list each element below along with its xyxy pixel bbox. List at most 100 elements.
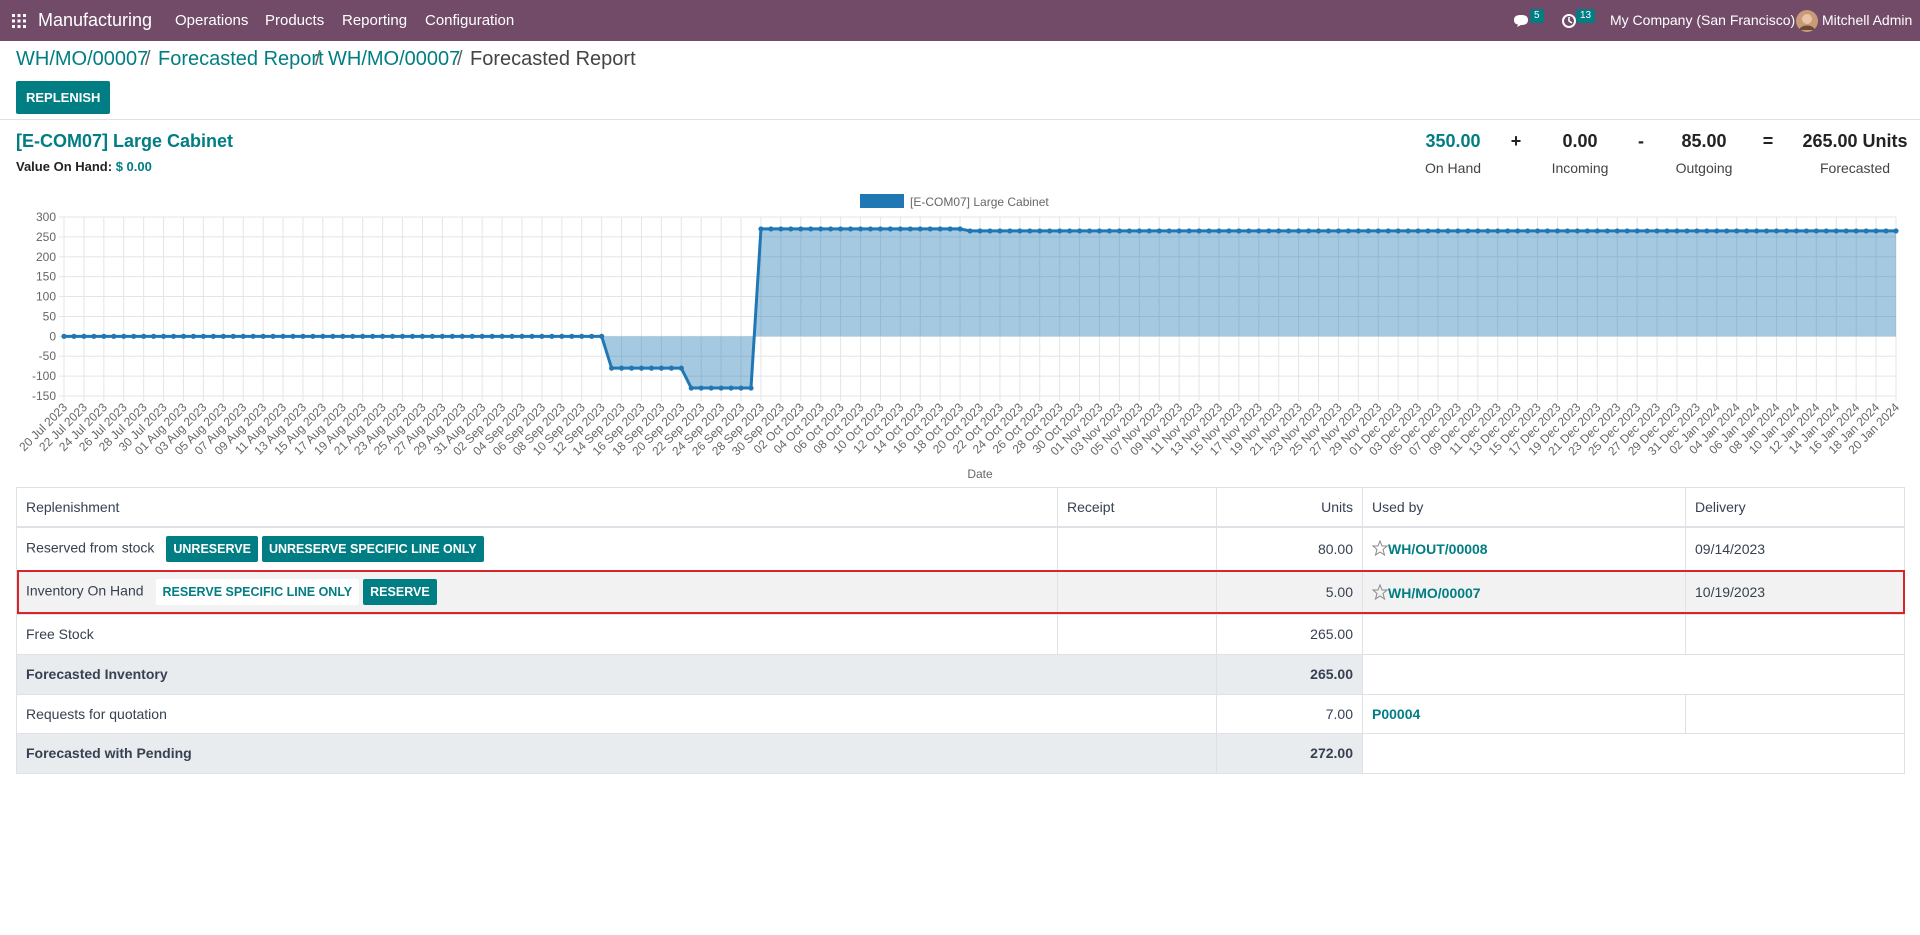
company[interactable]: My Company (San Francisco) — [1610, 12, 1796, 28]
point — [1624, 228, 1630, 234]
point — [1734, 228, 1740, 234]
rfq-link[interactable]: P00004 — [1372, 705, 1421, 722]
point — [549, 333, 555, 339]
row-button[interactable]: RESERVE — [363, 579, 437, 605]
point — [569, 333, 575, 339]
used-by-link[interactable]: WH/OUT/00008 — [1388, 541, 1488, 558]
point — [141, 333, 147, 339]
point — [1146, 228, 1152, 234]
point — [1296, 228, 1302, 234]
point — [1803, 228, 1809, 234]
point — [180, 333, 187, 339]
point — [210, 333, 216, 339]
menu-item[interactable]: Configuration — [425, 12, 515, 29]
point — [867, 226, 874, 232]
point — [648, 365, 655, 371]
summary-value: 0.00 — [1562, 131, 1598, 151]
point — [947, 226, 953, 232]
point — [977, 228, 983, 234]
summary-value: 350.00 — [1425, 131, 1481, 151]
product-name[interactable]: [E-COM07] Large Cabinet — [16, 131, 234, 151]
point — [1674, 228, 1680, 234]
used-by-link[interactable]: WH/MO/00007 — [1388, 584, 1481, 601]
menu-item[interactable]: Reporting — [342, 12, 408, 29]
point — [91, 333, 97, 339]
value-label: Value On Hand: — [16, 159, 113, 174]
point — [220, 333, 226, 339]
user-name[interactable]: Mitchell Admin — [1822, 12, 1913, 28]
point — [111, 333, 117, 339]
cell — [1362, 732, 1905, 774]
replenish-button[interactable]: REPLENISH — [16, 81, 111, 114]
point — [897, 226, 903, 232]
cell — [1362, 613, 1686, 655]
point — [1276, 228, 1282, 234]
breadcrumb[interactable]: WH/MO/00007 — [328, 48, 461, 70]
point — [200, 333, 206, 339]
activities-badge: 13 — [1576, 9, 1596, 23]
point — [1445, 228, 1451, 234]
point — [1465, 228, 1471, 234]
menu-item[interactable]: Operations — [175, 12, 249, 29]
point — [1783, 228, 1790, 234]
point — [1544, 228, 1551, 234]
point — [1156, 228, 1162, 234]
point — [499, 333, 505, 339]
point — [1136, 228, 1142, 234]
point — [688, 385, 694, 391]
y-tick-label: 300 — [36, 210, 56, 224]
point — [1554, 228, 1561, 234]
point — [1186, 228, 1192, 234]
cell — [1057, 569, 1217, 615]
row-label: Reserved from stock — [26, 539, 155, 556]
point — [429, 333, 435, 339]
messages-icon[interactable] — [1513, 14, 1529, 28]
point — [1525, 228, 1531, 234]
point — [270, 333, 276, 339]
row-button[interactable]: RESERVE SPECIFIC LINE ONLY — [155, 579, 360, 605]
point — [738, 385, 744, 391]
avatar[interactable] — [1796, 10, 1818, 32]
point — [1684, 228, 1690, 234]
star-icon[interactable] — [1371, 539, 1389, 557]
cell: P00004 — [1362, 693, 1686, 734]
value-amount: $ 0.00 — [115, 159, 152, 174]
y-tick-label: -150 — [32, 389, 56, 403]
replenishment-table: Replenishment Receipt Units Used by Deli… — [16, 487, 1905, 774]
point — [489, 333, 495, 339]
point — [1415, 228, 1421, 234]
point — [380, 333, 386, 339]
point — [479, 333, 485, 339]
column-header: Replenishment — [16, 487, 1058, 528]
point — [907, 226, 913, 232]
summary-operator: - — [1638, 131, 1644, 151]
activities-icon[interactable] — [1561, 13, 1577, 29]
y-tick-label: 100 — [36, 290, 56, 304]
point — [260, 333, 266, 339]
point — [1266, 228, 1272, 234]
apps-icon[interactable] — [12, 14, 26, 28]
point — [1206, 228, 1212, 234]
breadcrumb[interactable]: WH/MO/00007 — [16, 48, 149, 70]
point — [1744, 228, 1750, 234]
point — [1475, 228, 1481, 234]
row-button[interactable]: UNRESERVE — [166, 535, 258, 562]
y-tick-label: 150 — [36, 270, 56, 284]
menu-item[interactable]: Products — [265, 12, 325, 29]
point — [1116, 228, 1122, 234]
point — [997, 228, 1003, 234]
point — [230, 333, 236, 339]
row-button[interactable]: UNRESERVE SPECIFIC LINE ONLY — [261, 535, 484, 562]
point — [320, 333, 326, 339]
breadcrumb[interactable]: Forecasted Report — [158, 48, 324, 70]
point — [340, 333, 346, 339]
cell — [1057, 526, 1217, 571]
point — [1176, 228, 1182, 234]
point — [1833, 228, 1839, 234]
point — [1754, 228, 1760, 234]
point — [1694, 228, 1700, 234]
point — [1315, 228, 1322, 234]
point — [519, 333, 525, 339]
star-icon[interactable] — [1371, 583, 1389, 600]
app-name[interactable]: Manufacturing — [38, 10, 153, 30]
